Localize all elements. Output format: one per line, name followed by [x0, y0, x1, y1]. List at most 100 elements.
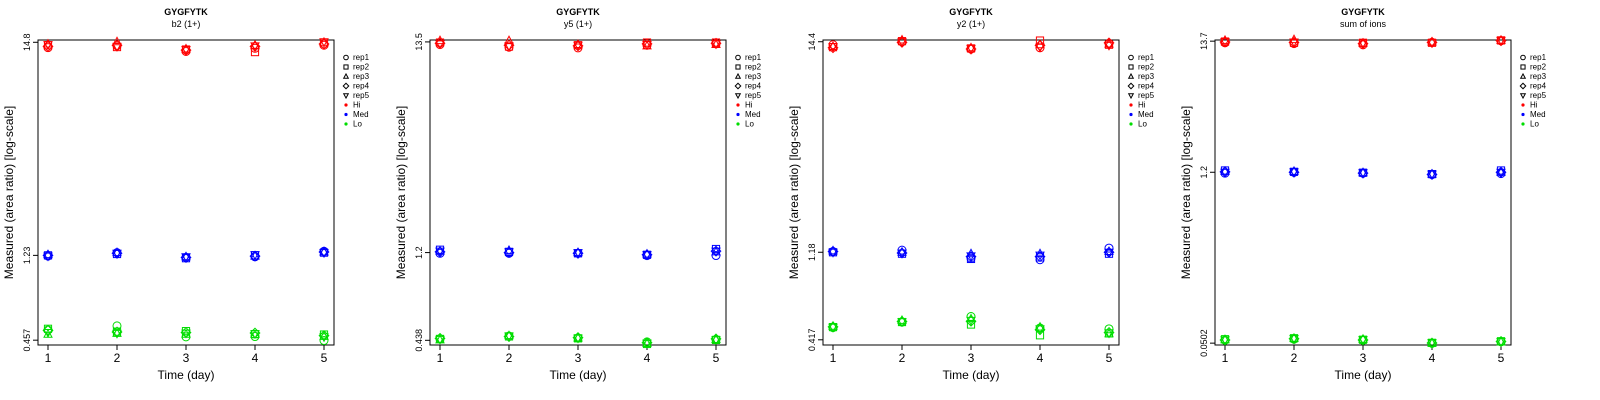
data-point-lo: [1496, 338, 1506, 348]
x-tick-label: 2: [899, 351, 906, 365]
plot-frame: [429, 39, 727, 346]
data-point-hi: [573, 39, 583, 49]
legend-label: rep3: [1138, 72, 1155, 81]
data-point-med: [711, 247, 721, 257]
data-point-med: [1104, 243, 1114, 253]
data-point-lo: [42, 324, 54, 336]
legend-label: rep3: [1530, 72, 1547, 81]
plot-frame: [822, 39, 1120, 346]
legend-label: Lo: [745, 120, 754, 129]
legend-symbol: [1520, 64, 1526, 70]
data-point-med: [43, 251, 53, 260]
legend-symbol: [342, 72, 350, 79]
data-point-med: [711, 251, 721, 261]
data-point-med: [897, 246, 907, 256]
legend-symbol: [1127, 72, 1135, 79]
data-point-med: [250, 251, 260, 261]
data-point-med: [1035, 248, 1045, 258]
data-point-lo: [250, 330, 260, 340]
y-tick-label: 1.2: [1199, 166, 1209, 179]
legend-symbol: [1519, 72, 1527, 79]
legend-dot: [1521, 122, 1525, 126]
data-point-med: [435, 245, 445, 255]
chart-panel-4: GYGFYTK sum of ions 1 2 3 4 5 Time (day) 0.0502 1…: [1179, 7, 1547, 382]
x-axis-label: Time (day): [550, 368, 607, 382]
data-point-lo: [1035, 325, 1045, 335]
x-tick-label: 1: [437, 351, 444, 365]
data-point-hi: [42, 40, 54, 52]
legend-symbol: [1519, 93, 1527, 100]
data-point-lo: [1220, 336, 1230, 346]
legend-label: Med: [353, 110, 369, 119]
data-point-med: [966, 254, 976, 264]
legend-label: Hi: [1138, 101, 1146, 110]
x-axis-label: Time (day): [158, 368, 215, 382]
legend-label: rep5: [353, 91, 370, 100]
legend-dot: [736, 122, 740, 126]
x-tick-label: 4: [644, 351, 651, 365]
legend-dot: [344, 112, 348, 117]
legend-label: Lo: [1138, 120, 1147, 129]
x-axis-label: Time (day): [943, 368, 1000, 382]
data-point-hi: [828, 43, 838, 52]
y-axis-label: Measured (area ratio) [log-scale]: [1179, 106, 1193, 279]
legend-label: Med: [1138, 110, 1154, 119]
data-point-med: [573, 247, 583, 257]
x-tick-label: 5: [321, 351, 328, 365]
chart-panel-3: GYGFYTK y2 (1+) 1 2 3 4 5 Time (day) 0.417 1.18 14…: [787, 7, 1155, 382]
legend-symbol: [1127, 93, 1135, 100]
y-tick-label: 14.8: [22, 34, 32, 52]
plot-frame: [1214, 39, 1512, 346]
y-axis-label: Measured (area ratio) [log-scale]: [787, 106, 801, 279]
data-point-hi: [43, 41, 53, 51]
legend-dot: [344, 122, 348, 126]
data-point-lo: [43, 328, 53, 338]
legend-label: Hi: [1530, 101, 1538, 110]
legend-dot: [736, 103, 740, 107]
data-point-hi: [966, 44, 976, 54]
data-point-lo: [828, 323, 838, 333]
data-point-lo: [1289, 335, 1299, 344]
legend-symbol: [735, 64, 741, 70]
data-point-hi: [1427, 36, 1437, 46]
data-point-lo: [1358, 333, 1368, 343]
x-tick-label: 3: [575, 351, 582, 365]
legend-symbol: [1519, 82, 1527, 90]
x-tick-label: 4: [1429, 351, 1436, 365]
chart-panel-2: GYGFYTK y5 (1+) 1 2 3 4 5 Time (day) 0.438 1.2 13.…: [394, 7, 762, 382]
data-point-hi: [711, 40, 721, 50]
x-tick-label: 3: [968, 351, 975, 365]
legend-dot: [736, 112, 740, 117]
data-point-hi: [1289, 38, 1299, 48]
data-point-hi: [250, 42, 260, 52]
x-tick-label: 4: [1037, 351, 1044, 365]
chart-subtitle: y5 (1+): [564, 19, 592, 29]
data-point-hi: [112, 36, 122, 46]
chart-panel-1: GYGFYTK b2 (1+) 1 2 3 4 5 Time (day) 0.457 1.23 14…: [2, 7, 370, 382]
data-point-med: [319, 246, 329, 256]
data-point-med: [1220, 168, 1230, 178]
y-tick-label: 1.18: [807, 243, 817, 261]
data-point-med: [1427, 168, 1437, 178]
data-point-med: [1496, 168, 1506, 178]
data-point-lo: [1427, 339, 1437, 349]
data-point-med: [1104, 248, 1114, 258]
x-tick-label: 1: [45, 351, 52, 365]
x-tick-label: 5: [1106, 351, 1113, 365]
x-tick-label: 4: [252, 351, 259, 365]
legend-dot: [1129, 122, 1133, 126]
data-point-med: [642, 248, 652, 258]
data-point-med: [642, 251, 652, 261]
legend-label: rep5: [745, 91, 762, 100]
legend-symbol: [1128, 64, 1134, 70]
data-point-hi: [1220, 38, 1230, 48]
data-point-med: [1358, 167, 1368, 177]
legend-label: rep1: [1530, 53, 1547, 62]
data-point-med: [504, 248, 514, 258]
x-axis-label: Time (day): [1335, 368, 1392, 382]
y-tick-label: 1.23: [22, 247, 32, 265]
legend-label: rep4: [353, 82, 370, 91]
y-tick-label: 0.0502: [1199, 329, 1209, 357]
data-point-med: [1289, 168, 1299, 178]
legend-label: rep1: [353, 53, 370, 62]
